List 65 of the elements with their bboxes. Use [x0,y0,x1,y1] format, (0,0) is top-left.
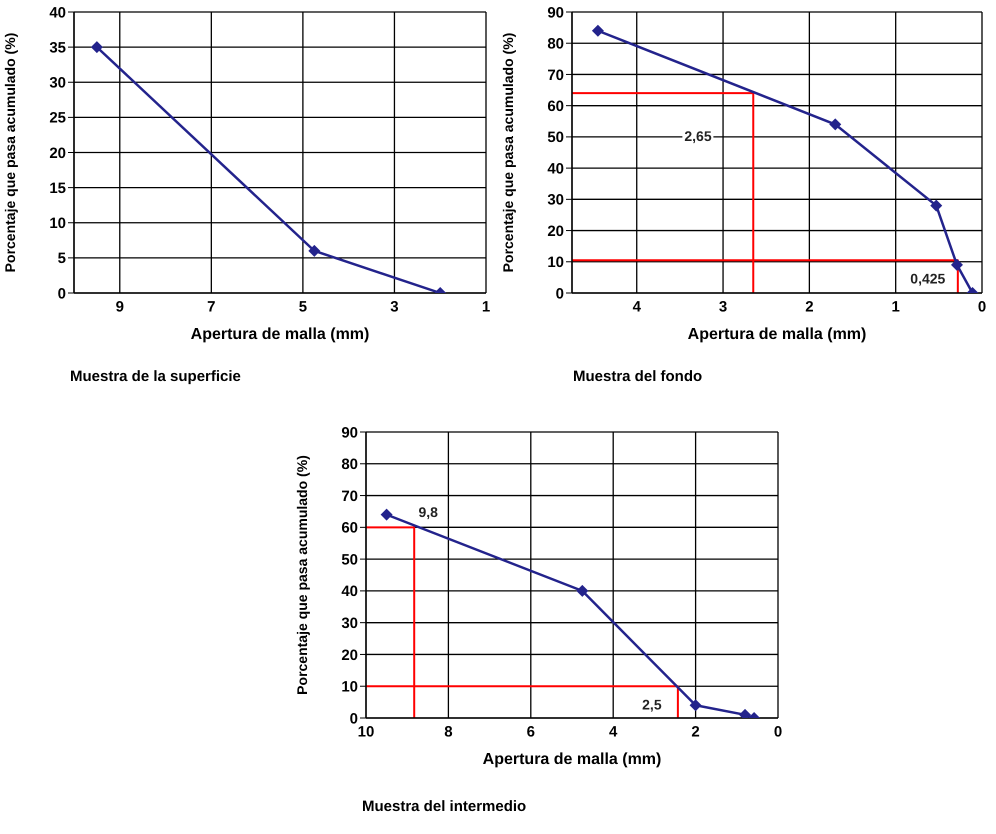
y-tick-label: 0 [556,285,564,302]
annotation: 2,65 [682,128,714,144]
point [690,699,702,712]
x-tick-label: 0 [774,724,782,741]
x-tick-label: 0 [978,298,986,316]
y-axis-title: Porcentaje que pasa acumulado (%) [294,455,310,695]
y-tick-label: 80 [341,456,358,474]
y-tick-label: 50 [547,129,564,146]
y-tick-label: 70 [341,488,358,505]
y-tick-label: 10 [341,678,358,696]
y-tick-label: 0 [58,285,66,302]
text: Muestra del intermedio [362,798,526,815]
x-tick-label: 1 [482,298,490,316]
y-axis-title: Porcentaje que pasa acumulado (%) [2,32,18,272]
x-tick-label: 4 [609,724,618,741]
x-axis-title: Apertura de malla (mm) [482,751,662,768]
point [592,24,604,37]
point [380,508,393,521]
x-tick-label: 7 [207,298,216,316]
x-tick-label: 5 [298,298,308,316]
y-tick-label: 25 [49,110,66,127]
point [829,118,842,130]
y-tick-label: 40 [341,583,358,600]
point [950,258,963,271]
y-tick-label: 40 [547,160,564,178]
x-tick-label: 6 [526,724,535,741]
annotation: 2,5 [642,696,662,713]
x-axis-title: Apertura de malla (mm) [190,326,370,343]
x-tick-label: 10 [358,724,374,741]
y-axis-title: Porcentaje que pasa acumulado (%) [500,32,516,272]
y-tick-label: 20 [341,646,358,664]
y-tick-label: 35 [49,39,66,56]
annotation: 0,425 [910,270,946,287]
y-tick-label: 15 [49,180,66,197]
x-tick-label: 3 [390,298,399,316]
text: Muestra del fondo [573,368,702,385]
text: Muestra de la superficie [70,368,241,385]
y-tick-label: 60 [341,520,358,537]
y-tick-label: 50 [341,551,358,568]
x-tick-label: 2 [691,724,700,741]
y-tick-label: 60 [547,98,564,115]
y-tick-label: 10 [49,215,66,232]
y-tick-label: 10 [547,254,564,272]
y-tick-label: 80 [547,36,564,53]
y-tick-label: 30 [341,614,358,632]
y-tick-label: 0 [350,710,358,728]
y-tick-label: 40 [49,4,66,22]
point [576,584,588,597]
y-tick-label: 30 [547,192,564,209]
x-tick-label: 8 [444,724,453,741]
y-tick-label: 5 [58,250,66,268]
x-tick-label: 3 [718,298,728,316]
x-tick-label: 9 [116,298,124,316]
y-tick-label: 90 [547,4,564,22]
y-tick-label: 20 [49,144,66,162]
point [930,200,942,212]
y-tick-label: 90 [341,424,358,442]
y-tick-label: 30 [49,74,66,92]
y-tick-label: 20 [547,222,564,240]
x-tick-label: 2 [805,298,814,316]
annotation: 9,8 [418,504,438,520]
y-tick-label: 70 [547,66,564,84]
x-tick-label: 1 [892,298,900,316]
x-tick-label: 4 [632,298,642,316]
x-axis-title: Apertura de malla (mm) [688,326,866,343]
